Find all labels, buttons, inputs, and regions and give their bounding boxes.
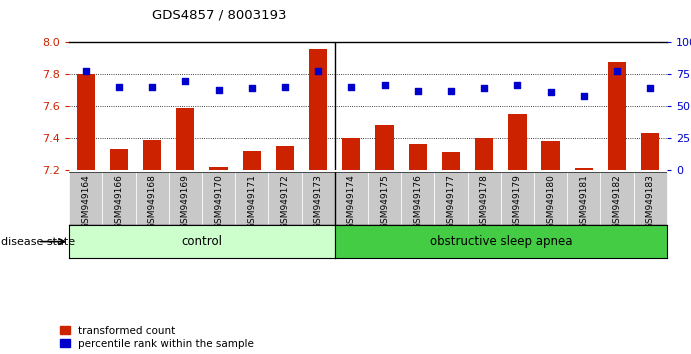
Text: GSM949175: GSM949175 [380, 175, 389, 229]
FancyBboxPatch shape [135, 172, 169, 225]
Bar [176, 108, 194, 170]
Point [645, 86, 656, 91]
FancyBboxPatch shape [401, 172, 435, 225]
Point [413, 88, 424, 94]
Point [246, 86, 257, 91]
Bar [408, 144, 427, 170]
FancyBboxPatch shape [235, 172, 268, 225]
Text: GSM949168: GSM949168 [148, 175, 157, 229]
FancyBboxPatch shape [368, 172, 401, 225]
FancyBboxPatch shape [534, 172, 567, 225]
Bar [243, 151, 261, 170]
Text: obstructive sleep apnea: obstructive sleep apnea [430, 235, 572, 248]
Bar [110, 149, 128, 170]
Point [279, 84, 290, 90]
Text: disease state: disease state [1, 236, 75, 247]
Point [479, 86, 490, 91]
FancyBboxPatch shape [334, 172, 368, 225]
Bar [475, 138, 493, 170]
Bar [309, 49, 328, 170]
Bar [209, 167, 227, 170]
FancyBboxPatch shape [202, 172, 235, 225]
Point [146, 84, 158, 90]
FancyBboxPatch shape [435, 172, 468, 225]
FancyBboxPatch shape [69, 172, 102, 225]
Text: GDS4857 / 8003193: GDS4857 / 8003193 [152, 9, 287, 22]
Text: GSM949169: GSM949169 [181, 175, 190, 229]
Legend: transformed count, percentile rank within the sample: transformed count, percentile rank withi… [61, 326, 254, 349]
FancyBboxPatch shape [169, 172, 202, 225]
Point [80, 68, 91, 73]
Bar [442, 153, 460, 170]
FancyBboxPatch shape [634, 172, 667, 225]
Text: GSM949176: GSM949176 [413, 175, 422, 229]
FancyBboxPatch shape [567, 172, 600, 225]
Bar [641, 133, 659, 170]
Bar [542, 141, 560, 170]
Bar [509, 114, 527, 170]
Bar [77, 74, 95, 170]
Text: GSM949177: GSM949177 [446, 175, 455, 229]
Point [446, 88, 457, 94]
Text: GSM949181: GSM949181 [579, 175, 588, 229]
Text: GSM949183: GSM949183 [645, 175, 654, 229]
FancyBboxPatch shape [268, 172, 301, 225]
Point [180, 78, 191, 84]
Point [213, 87, 224, 92]
Bar [608, 62, 626, 170]
Bar [575, 169, 593, 170]
Point [512, 82, 523, 87]
Point [346, 84, 357, 90]
FancyBboxPatch shape [468, 172, 501, 225]
Text: GSM949173: GSM949173 [314, 175, 323, 229]
Text: GSM949164: GSM949164 [82, 175, 91, 229]
FancyBboxPatch shape [301, 172, 334, 225]
Point [113, 84, 124, 90]
FancyBboxPatch shape [501, 172, 534, 225]
FancyBboxPatch shape [600, 172, 634, 225]
Text: GSM949166: GSM949166 [115, 175, 124, 229]
Bar [375, 125, 394, 170]
Text: GSM949179: GSM949179 [513, 175, 522, 229]
Text: GSM949180: GSM949180 [546, 175, 555, 229]
Text: GSM949171: GSM949171 [247, 175, 256, 229]
Point [379, 82, 390, 87]
Text: GSM949178: GSM949178 [480, 175, 489, 229]
Bar [143, 140, 161, 170]
Text: GSM949170: GSM949170 [214, 175, 223, 229]
Text: GSM949174: GSM949174 [347, 175, 356, 229]
Point [312, 68, 323, 73]
Text: control: control [182, 235, 223, 248]
Point [612, 68, 623, 73]
Point [545, 89, 556, 95]
Bar [276, 146, 294, 170]
Text: GSM949172: GSM949172 [281, 175, 290, 229]
Text: GSM949182: GSM949182 [612, 175, 621, 229]
Bar [342, 138, 361, 170]
Point [578, 93, 589, 99]
FancyBboxPatch shape [102, 172, 135, 225]
